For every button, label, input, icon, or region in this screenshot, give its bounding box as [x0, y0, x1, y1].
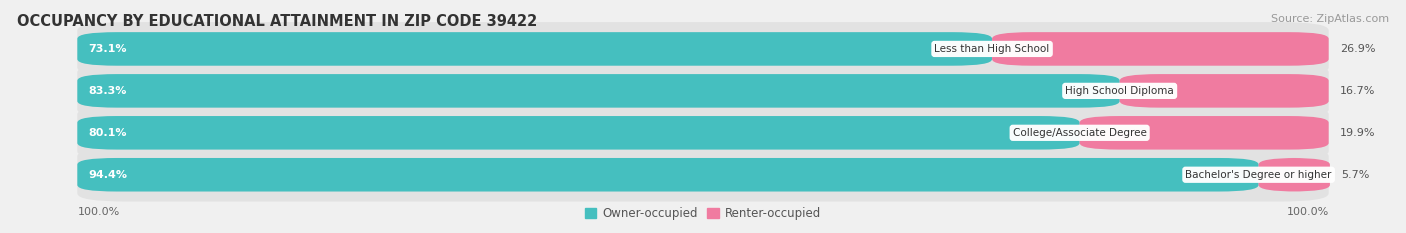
FancyBboxPatch shape: [1080, 116, 1329, 150]
FancyBboxPatch shape: [77, 106, 1329, 160]
FancyBboxPatch shape: [993, 32, 1329, 66]
FancyBboxPatch shape: [77, 64, 1329, 118]
Text: 100.0%: 100.0%: [77, 207, 120, 217]
Text: College/Associate Degree: College/Associate Degree: [1012, 128, 1146, 138]
Text: 100.0%: 100.0%: [1286, 207, 1329, 217]
Text: 73.1%: 73.1%: [89, 44, 127, 54]
FancyBboxPatch shape: [77, 148, 1329, 202]
FancyBboxPatch shape: [77, 22, 1329, 76]
FancyBboxPatch shape: [77, 32, 993, 66]
Text: Bachelor's Degree or higher: Bachelor's Degree or higher: [1185, 170, 1331, 180]
Text: Less than High School: Less than High School: [935, 44, 1050, 54]
FancyBboxPatch shape: [77, 116, 1080, 150]
Text: 80.1%: 80.1%: [89, 128, 127, 138]
FancyBboxPatch shape: [77, 74, 1119, 108]
Text: OCCUPANCY BY EDUCATIONAL ATTAINMENT IN ZIP CODE 39422: OCCUPANCY BY EDUCATIONAL ATTAINMENT IN Z…: [17, 14, 537, 29]
Text: Source: ZipAtlas.com: Source: ZipAtlas.com: [1271, 14, 1389, 24]
Text: 16.7%: 16.7%: [1340, 86, 1375, 96]
Legend: Owner-occupied, Renter-occupied: Owner-occupied, Renter-occupied: [579, 202, 827, 225]
Text: 5.7%: 5.7%: [1341, 170, 1369, 180]
FancyBboxPatch shape: [1119, 74, 1329, 108]
FancyBboxPatch shape: [77, 158, 1258, 192]
Text: 94.4%: 94.4%: [89, 170, 128, 180]
FancyBboxPatch shape: [1258, 158, 1330, 192]
Text: High School Diploma: High School Diploma: [1066, 86, 1174, 96]
Text: 26.9%: 26.9%: [1340, 44, 1375, 54]
Text: 83.3%: 83.3%: [89, 86, 127, 96]
Text: 19.9%: 19.9%: [1340, 128, 1375, 138]
